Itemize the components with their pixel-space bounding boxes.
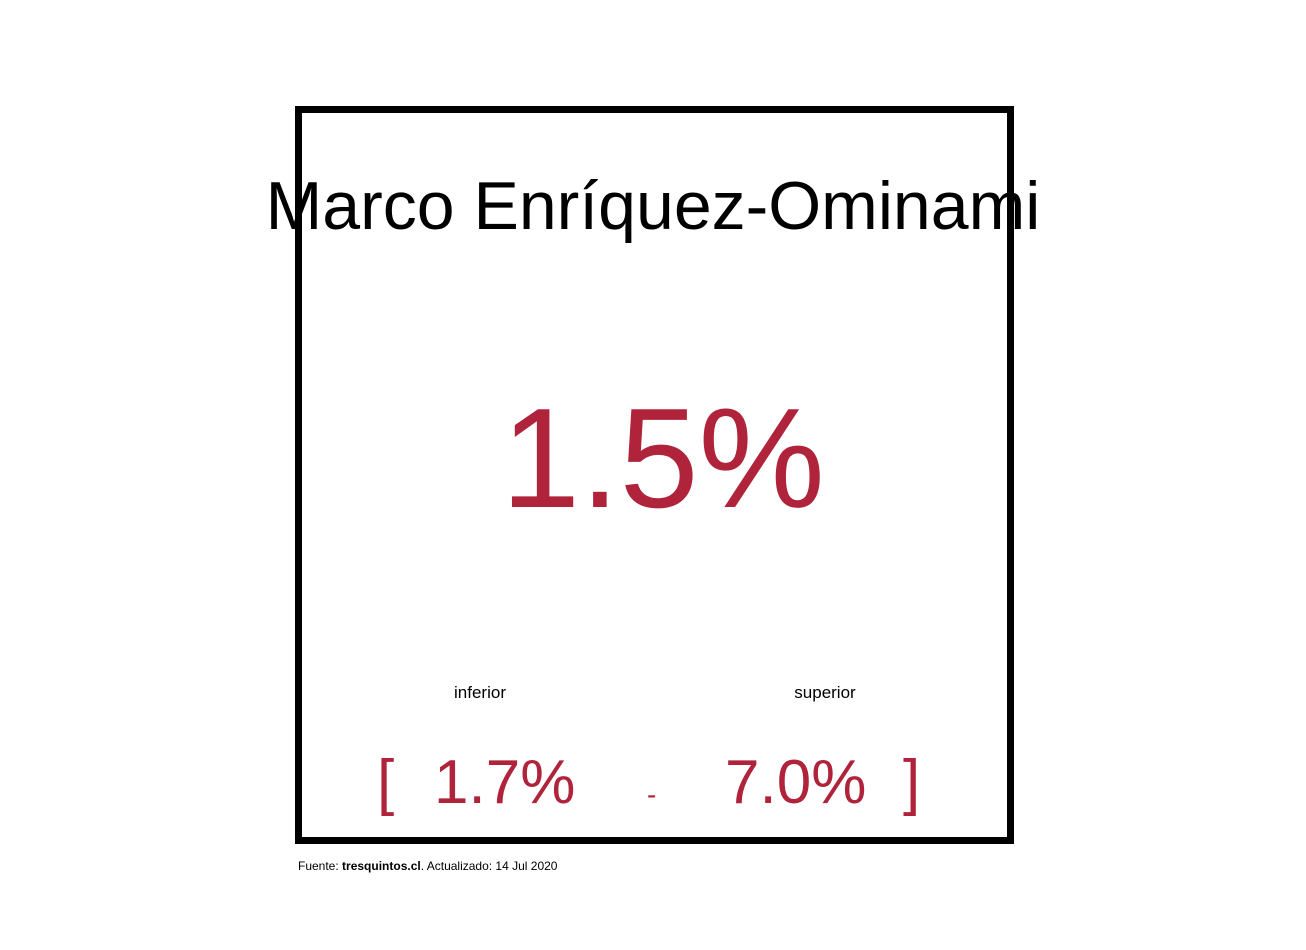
- upper-bound-label: superior: [794, 683, 856, 702]
- range-separator: -: [647, 779, 657, 810]
- main-estimate-value: 1.5%: [501, 379, 825, 538]
- upper-bound-value: 7.0%: [725, 748, 867, 817]
- result-card: [295, 106, 1014, 844]
- range-bracket-open: [: [377, 748, 395, 817]
- footer-prefix: Fuente:: [298, 859, 343, 873]
- range-bracket-close: ]: [903, 748, 921, 817]
- lower-bound-value: 1.7%: [434, 748, 576, 817]
- source-footer: Fuente: tresquintos.cl. Actualizado: 14 …: [298, 858, 557, 874]
- candidate-name: Marco Enríquez-Ominami: [265, 168, 1041, 244]
- lower-bound-label: inferior: [454, 683, 506, 702]
- footer-suffix: . Actualizado: 14 Jul 2020: [420, 859, 558, 873]
- source-link[interactable]: tresquintos.cl: [342, 859, 421, 873]
